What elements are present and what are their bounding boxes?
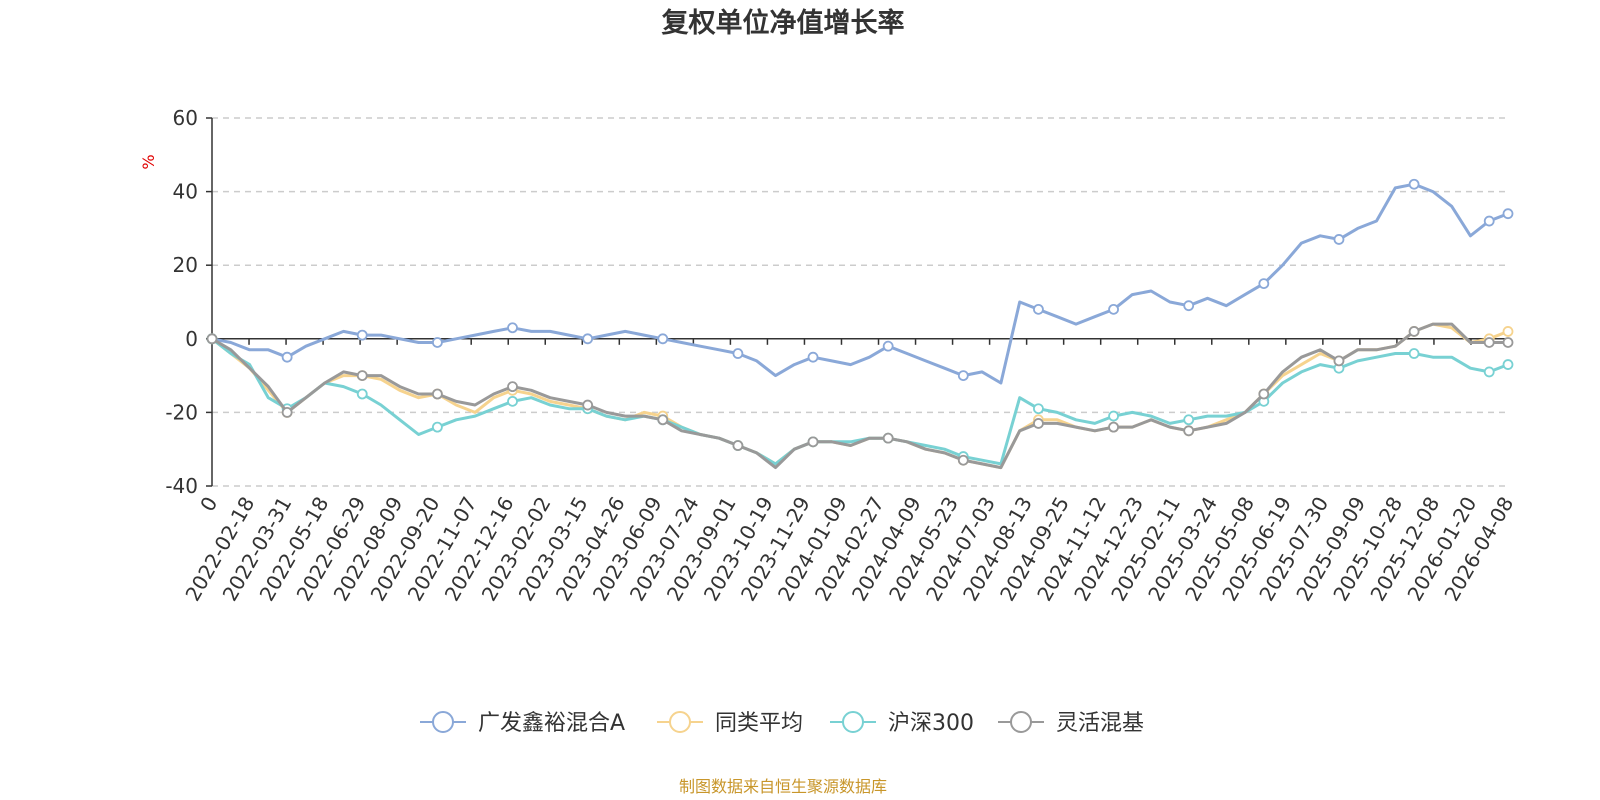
legend-label: 沪深300 (888, 711, 974, 736)
data-point (732, 348, 744, 359)
legend-marker (432, 711, 454, 733)
data-point (957, 370, 969, 382)
legend-label: 广发鑫裕混合A (478, 711, 625, 736)
data-point (1408, 178, 1420, 190)
legend-item[interactable]: 广发鑫裕混合A (420, 711, 625, 736)
data-point (507, 322, 518, 334)
data-point (1183, 414, 1195, 426)
data-point (1258, 278, 1270, 290)
data-point (1502, 326, 1514, 337)
y-tick-label: -20 (165, 400, 198, 424)
data-point (657, 414, 669, 426)
legend-item[interactable]: 灵活混基 (998, 711, 1144, 736)
data-point (882, 432, 894, 444)
data-point (281, 351, 293, 363)
series-lines (206, 178, 1514, 470)
data-point (1108, 421, 1119, 433)
data-point (431, 388, 443, 400)
series-line (211, 322, 1508, 470)
data-point (882, 340, 894, 352)
data-point (356, 329, 368, 341)
x-tick-label: 0 (195, 493, 222, 516)
data-source-note: 制图数据来自恒生聚源数据库 (679, 777, 887, 796)
data-point (1502, 337, 1514, 348)
data-point (1483, 366, 1495, 378)
data-point (582, 399, 594, 411)
y-tick-label: 0 (185, 327, 198, 351)
data-point (431, 337, 443, 348)
legend[interactable]: 广发鑫裕混合A 同类平均 沪深300 灵活混基 (420, 711, 1144, 736)
data-point (807, 351, 819, 363)
data-point (356, 388, 368, 400)
data-point (1333, 355, 1345, 367)
data-point (957, 454, 969, 466)
data-point (1183, 425, 1195, 437)
data-point (206, 333, 218, 345)
legend-label: 同类平均 (715, 711, 803, 736)
data-point (657, 333, 669, 345)
data-point (1483, 337, 1495, 348)
data-point (507, 395, 518, 407)
legend-marker (1010, 711, 1032, 733)
data-point (356, 370, 368, 382)
chart-title: 复权单位净值增长率 (662, 7, 905, 39)
series-line (211, 337, 1509, 466)
data-point (507, 381, 518, 393)
data-point (1258, 388, 1270, 400)
series-3 (206, 333, 1514, 466)
data-point (1033, 303, 1044, 315)
series-line (211, 322, 1509, 470)
y-tick-label: 40 (173, 180, 198, 204)
legend-label: 灵活混基 (1056, 711, 1144, 736)
data-point (732, 440, 744, 451)
data-point (1183, 300, 1195, 312)
data-point (807, 436, 819, 448)
y-tick-label: -40 (165, 474, 198, 498)
legend-marker (842, 711, 864, 733)
data-point (582, 333, 594, 345)
data-point (1108, 410, 1119, 422)
series-2 (206, 322, 1514, 470)
legend-item[interactable]: 同类平均 (657, 711, 803, 736)
data-point (1502, 359, 1514, 370)
legend-marker (669, 711, 691, 733)
data-point (431, 421, 443, 433)
data-point (1483, 215, 1495, 227)
data-point (1033, 418, 1044, 429)
legend-item[interactable]: 沪深300 (830, 711, 974, 736)
data-point (1408, 348, 1420, 359)
y-tick-label: 60 (173, 106, 198, 130)
data-point (1333, 234, 1345, 245)
data-point (1408, 326, 1420, 337)
data-point (281, 406, 293, 418)
y-tick-label: 20 (173, 253, 198, 277)
data-point (1033, 403, 1044, 415)
data-point (1502, 208, 1514, 220)
series-line (211, 182, 1509, 385)
y-axis-unit: % (139, 154, 158, 169)
series-4 (206, 322, 1514, 470)
gridlines (212, 117, 1508, 487)
data-point (1108, 303, 1119, 315)
